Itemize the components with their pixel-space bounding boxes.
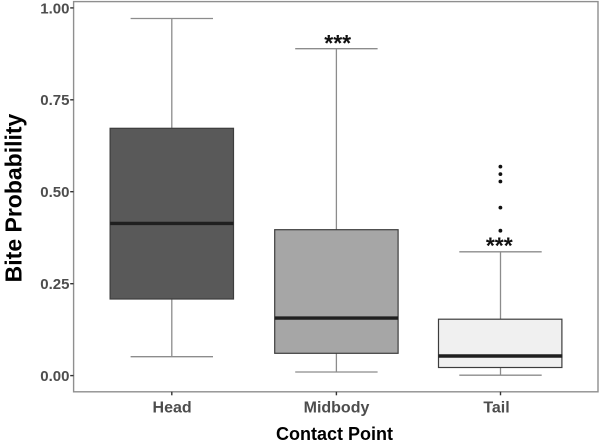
svg-text:1.00: 1.00 (40, 0, 69, 17)
svg-text:Bite Probability: Bite Probability (1, 113, 27, 282)
svg-text:0.75: 0.75 (40, 92, 69, 109)
svg-text:0.25: 0.25 (40, 276, 69, 293)
svg-text:Midbody: Midbody (304, 399, 370, 416)
svg-text:***: *** (324, 30, 351, 56)
svg-text:***: *** (486, 232, 513, 258)
svg-text:Tail: Tail (483, 399, 509, 416)
svg-text:0.50: 0.50 (40, 184, 69, 201)
svg-text:Head: Head (153, 399, 192, 416)
svg-text:Contact Point: Contact Point (276, 424, 393, 443)
svg-text:0.00: 0.00 (40, 368, 69, 385)
